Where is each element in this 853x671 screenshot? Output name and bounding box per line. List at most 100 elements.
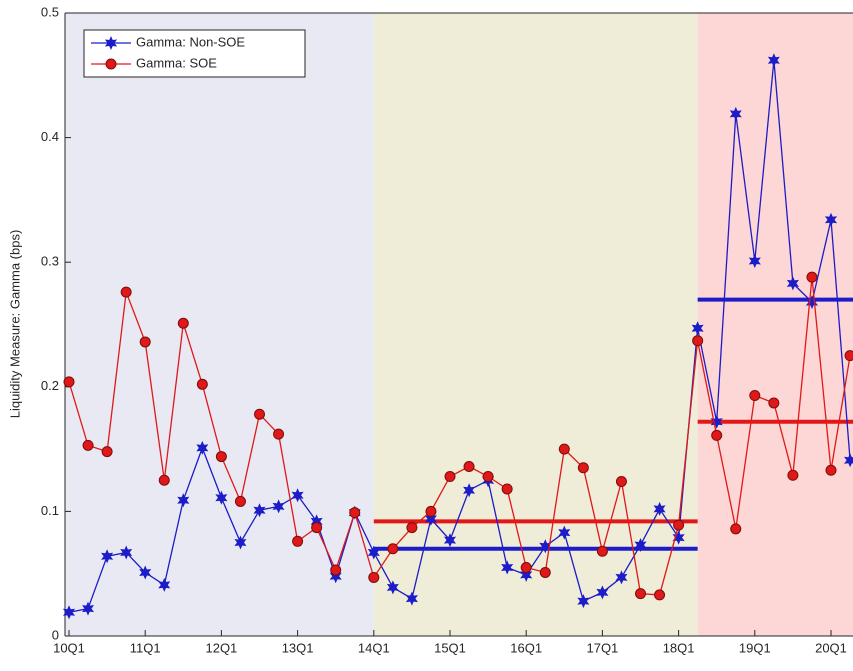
y-tick-label: 0.5 (41, 4, 59, 19)
data-point (62, 605, 76, 620)
data-point (215, 490, 228, 505)
data-point (748, 254, 761, 268)
legend-marker (105, 58, 117, 70)
data-point (844, 350, 853, 362)
x-tick-label: 13Q1 (282, 640, 314, 655)
data-point (786, 276, 799, 291)
data-point (654, 589, 666, 601)
data-point (692, 335, 704, 347)
y-tick-label: 0 (52, 627, 59, 642)
data-point (177, 493, 190, 508)
data-point (101, 549, 114, 564)
data-point (463, 483, 476, 498)
data-point (139, 336, 151, 348)
data-point (749, 390, 761, 402)
data-point (82, 601, 95, 616)
data-point (387, 543, 399, 555)
data-point (806, 271, 818, 283)
x-tick-label: 17Q1 (586, 640, 618, 655)
x-tick-label: 10Q1 (53, 640, 85, 655)
data-point (767, 53, 780, 68)
y-axis-label: Liquidity Measure: Gamma (bps) (7, 230, 22, 419)
y-tick-label: 0.3 (41, 254, 59, 269)
series-line (68, 277, 851, 596)
x-tick-label: 15Q1 (434, 640, 466, 655)
data-point (615, 570, 628, 585)
data-point (577, 594, 590, 609)
data-point (520, 567, 533, 582)
data-point (653, 501, 666, 516)
data-point (405, 591, 418, 606)
data-point (234, 535, 247, 550)
regime-shade (697, 13, 853, 636)
data-point (520, 561, 532, 573)
data-point (425, 505, 437, 517)
data-point (672, 530, 685, 545)
data-point (234, 495, 246, 507)
data-point (596, 545, 608, 557)
data-point (825, 464, 837, 476)
data-point (673, 519, 685, 531)
data-point (330, 564, 342, 576)
x-tick-label: 12Q1 (205, 640, 237, 655)
data-point (615, 475, 627, 487)
data-point (444, 471, 456, 483)
y-tick-label: 0.2 (41, 378, 59, 393)
data-point (711, 429, 723, 441)
data-point (82, 439, 94, 451)
x-tick-label: 19Q1 (739, 640, 771, 655)
data-point (634, 538, 647, 552)
data-point (539, 566, 551, 578)
y-tick-label: 0.1 (41, 503, 59, 518)
data-point (729, 106, 742, 121)
data-point (824, 212, 838, 227)
legend-label: Gamma: SOE (136, 55, 217, 70)
data-point (558, 443, 570, 455)
data-point (787, 469, 799, 481)
data-point (120, 286, 132, 298)
data-point (139, 565, 152, 580)
data-point (349, 507, 361, 519)
data-point (768, 397, 780, 409)
data-point (730, 523, 742, 535)
x-tick-label: 14Q1 (358, 640, 390, 655)
data-point (386, 580, 399, 595)
data-point (406, 522, 418, 534)
data-point (292, 535, 304, 547)
y-tick-label: 0.4 (41, 129, 59, 144)
regime-shade (65, 13, 374, 636)
data-point (273, 428, 285, 440)
data-point (329, 569, 342, 584)
data-point (311, 522, 323, 534)
series-line (68, 60, 851, 613)
regime-shade (373, 13, 698, 636)
data-point (844, 453, 853, 468)
x-tick-label: 18Q1 (663, 640, 695, 655)
data-point (501, 483, 513, 495)
data-point (463, 461, 475, 473)
data-point (158, 474, 170, 486)
data-point (101, 446, 113, 458)
data-point (291, 488, 304, 503)
legend: Gamma: Non-SOE Gamma: SOE (83, 29, 306, 78)
data-point (272, 499, 285, 514)
data-point (253, 503, 266, 518)
legend-label: Gamma: Non-SOE (136, 34, 245, 49)
data-point (196, 378, 208, 390)
x-tick-label: 11Q1 (130, 640, 161, 655)
data-point (215, 451, 227, 463)
data-point (196, 440, 209, 455)
legend-box (83, 29, 306, 78)
data-point (120, 545, 133, 560)
data-point (443, 533, 457, 548)
legend-marker (104, 36, 118, 50)
x-tick-label: 16Q1 (510, 640, 542, 655)
data-point (368, 571, 380, 583)
data-point (805, 295, 818, 310)
data-point (501, 560, 514, 575)
data-point (367, 545, 380, 560)
data-point (63, 376, 75, 388)
data-point (558, 525, 571, 540)
data-point (710, 414, 723, 429)
